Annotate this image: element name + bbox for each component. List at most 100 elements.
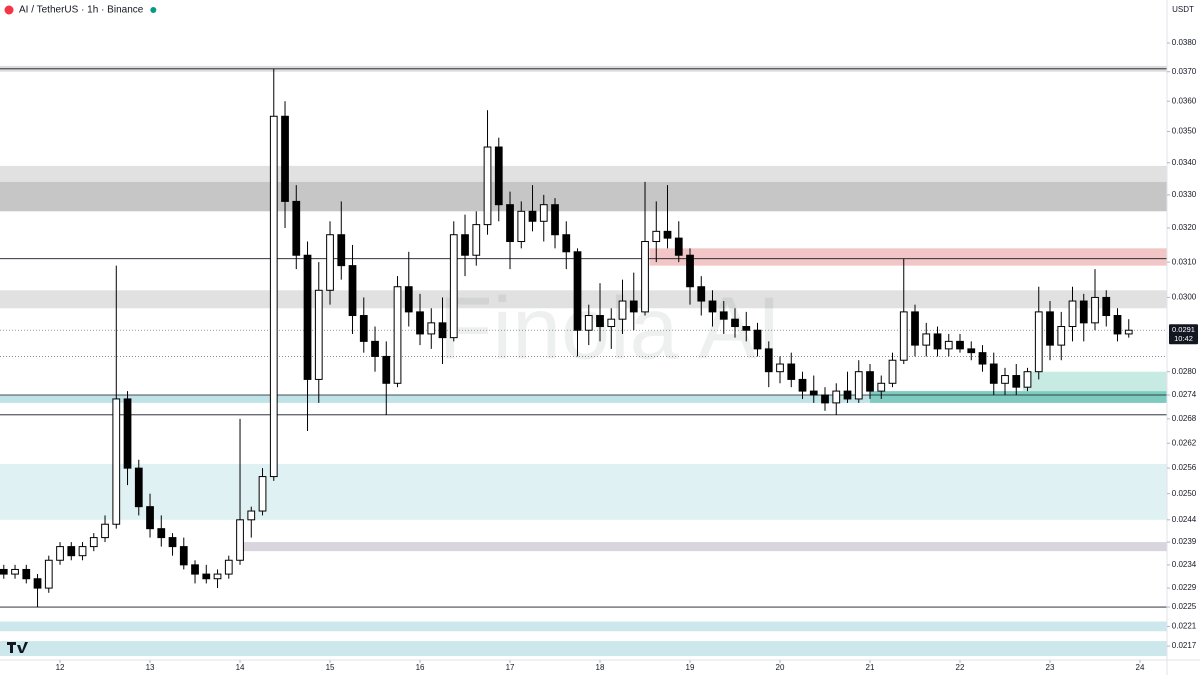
candle-body bbox=[1113, 315, 1122, 335]
candle-body bbox=[551, 204, 559, 236]
zone bbox=[0, 290, 1167, 309]
candle-body bbox=[866, 371, 874, 392]
candle-body bbox=[404, 286, 413, 313]
candle-body bbox=[236, 519, 244, 561]
candle-body bbox=[382, 355, 391, 384]
y-tick-label: 0.0250 bbox=[1172, 489, 1197, 498]
y-tick-label: 0.0360 bbox=[1172, 96, 1197, 105]
candle-body bbox=[933, 333, 942, 350]
x-tick-label: 13 bbox=[146, 663, 155, 672]
zone bbox=[649, 248, 1167, 266]
candle-body bbox=[674, 237, 683, 256]
candle-body bbox=[798, 378, 807, 392]
candle-body bbox=[877, 382, 886, 392]
candle-body bbox=[438, 322, 447, 339]
candle-body bbox=[776, 363, 784, 373]
x-tick-label: 15 bbox=[326, 663, 335, 672]
y-tick-label: 0.0320 bbox=[1172, 223, 1197, 232]
candle-body bbox=[911, 311, 919, 346]
candle-body bbox=[191, 564, 199, 575]
x-tick-label: 14 bbox=[236, 663, 245, 672]
zone bbox=[0, 641, 1167, 656]
candle-body bbox=[663, 230, 672, 239]
candle-body bbox=[44, 559, 53, 589]
candle-body bbox=[1057, 326, 1066, 346]
y-tick-label: 0.0225 bbox=[1172, 602, 1197, 611]
y-tick-label: 0.0280 bbox=[1172, 367, 1197, 376]
watermark: Finola AI bbox=[439, 278, 781, 377]
candle-body bbox=[652, 230, 661, 243]
x-tick-label: 24 bbox=[1136, 663, 1145, 672]
candle-body bbox=[416, 311, 424, 335]
candle-body bbox=[944, 340, 953, 350]
zone bbox=[0, 463, 1167, 520]
x-tick-label: 19 bbox=[686, 663, 695, 672]
candle-body bbox=[292, 200, 301, 256]
candle-body bbox=[1046, 311, 1054, 346]
candle-body bbox=[371, 340, 379, 357]
candle-body bbox=[393, 286, 402, 384]
candle-body bbox=[483, 146, 492, 226]
candle-body bbox=[607, 318, 616, 328]
candle-body bbox=[618, 300, 627, 320]
candle-body bbox=[213, 573, 222, 580]
y-tick-label: 0.0256 bbox=[1172, 463, 1197, 472]
y-tick-label: 0.0262 bbox=[1172, 438, 1197, 447]
zone bbox=[240, 542, 1168, 552]
zone bbox=[0, 395, 1167, 403]
x-tick-label: 23 bbox=[1046, 663, 1055, 672]
candle-body bbox=[764, 348, 773, 373]
candle-body bbox=[1091, 296, 1099, 324]
candle-body bbox=[326, 234, 334, 291]
candle-body bbox=[281, 115, 289, 202]
candle-body bbox=[989, 363, 998, 384]
symbol-icon bbox=[4, 5, 14, 15]
candle-body bbox=[832, 390, 841, 404]
last-price-box bbox=[1169, 324, 1198, 345]
candle-body bbox=[697, 286, 706, 302]
candle-body bbox=[753, 329, 762, 350]
candle-body bbox=[56, 546, 64, 561]
y-tick-label: 0.0370 bbox=[1172, 67, 1197, 76]
x-tick-label: 18 bbox=[596, 663, 605, 672]
candle-body bbox=[506, 204, 514, 243]
candle-body bbox=[0, 568, 8, 575]
candle-body bbox=[787, 363, 796, 380]
last-price-label: 0.0291 bbox=[1172, 325, 1195, 334]
candle-body bbox=[33, 578, 42, 589]
candle-body bbox=[78, 546, 87, 557]
candle-body bbox=[427, 322, 436, 335]
candle-body bbox=[956, 340, 964, 350]
candle-body bbox=[967, 348, 976, 354]
candle-body bbox=[719, 311, 728, 320]
y-tick-label: 0.0300 bbox=[1172, 293, 1197, 302]
candle-body bbox=[101, 523, 109, 539]
candle-body bbox=[1001, 375, 1009, 384]
y-tick-label: 0.0380 bbox=[1172, 38, 1197, 47]
candle-body bbox=[134, 467, 143, 508]
candle-body bbox=[269, 115, 278, 478]
candle-body bbox=[539, 204, 548, 222]
candle-body bbox=[708, 300, 717, 313]
x-tick-label: 16 bbox=[416, 663, 425, 672]
candle-body bbox=[1023, 371, 1032, 388]
zone bbox=[0, 621, 1167, 632]
candle-body bbox=[348, 265, 357, 317]
candle-body bbox=[1079, 300, 1088, 324]
x-tick-label: 12 bbox=[56, 663, 65, 672]
y-tick-label: 0.0274 bbox=[1172, 390, 1197, 399]
zone bbox=[870, 391, 1167, 403]
candle-body bbox=[843, 390, 852, 400]
candle-body bbox=[1124, 329, 1133, 335]
candle-body bbox=[809, 390, 818, 396]
candle-body bbox=[596, 315, 604, 328]
candle-body bbox=[67, 546, 76, 557]
candle-body bbox=[314, 289, 323, 380]
y-tick-label: 0.0234 bbox=[1172, 560, 1197, 569]
chart-title: AI / TetherUS · 1h · Binance bbox=[19, 5, 144, 16]
zone bbox=[0, 181, 1167, 212]
zone bbox=[0, 165, 1167, 182]
candle-body bbox=[494, 146, 503, 206]
candle-body bbox=[528, 210, 537, 222]
